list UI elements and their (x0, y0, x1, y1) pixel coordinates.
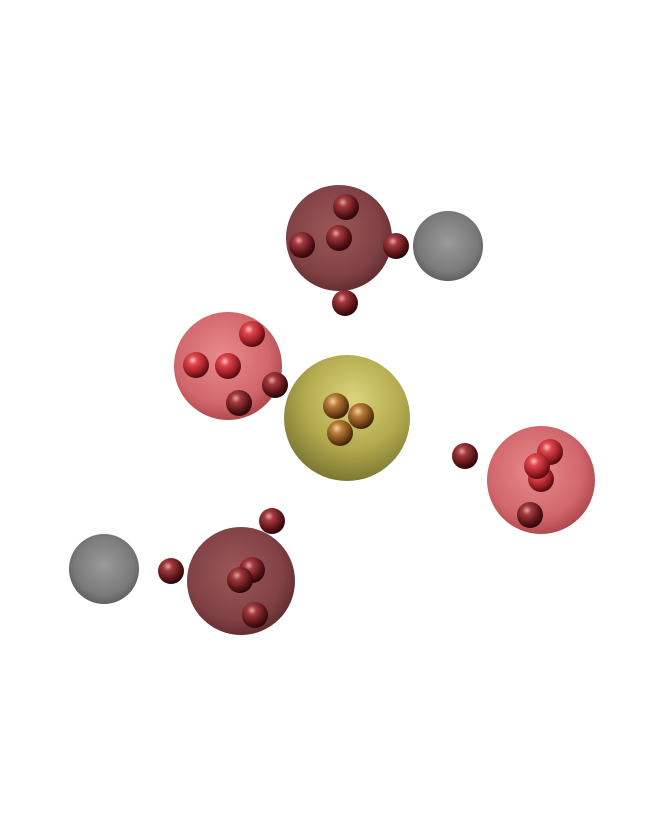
top-gray-sphere (413, 211, 483, 281)
right-cluster (452, 426, 595, 534)
left-atom (226, 390, 252, 416)
center-atom (323, 393, 349, 419)
center-cluster (284, 355, 410, 481)
center-atom (348, 403, 374, 429)
top-atom (326, 225, 352, 251)
bottom-gray-sphere (69, 534, 139, 604)
right-atom (517, 502, 543, 528)
left-cluster (174, 312, 288, 420)
left-atom (183, 352, 209, 378)
right-atom (524, 453, 550, 479)
left-atom (239, 321, 265, 347)
bottom-atom (158, 558, 184, 584)
bottom-atom (227, 567, 253, 593)
left-atom (215, 353, 241, 379)
top-atom (289, 232, 315, 258)
center-shell (284, 355, 410, 481)
top-cluster (286, 185, 483, 316)
top-atom (333, 194, 359, 220)
center-atom (327, 420, 353, 446)
bottom-loose-atom (259, 508, 285, 534)
bottom-atom (242, 602, 268, 628)
top-loose-atom (332, 290, 358, 316)
right-loose-atom (452, 443, 478, 469)
left-atom (262, 372, 288, 398)
top-atom (383, 233, 409, 259)
bottom-cluster (69, 508, 295, 635)
